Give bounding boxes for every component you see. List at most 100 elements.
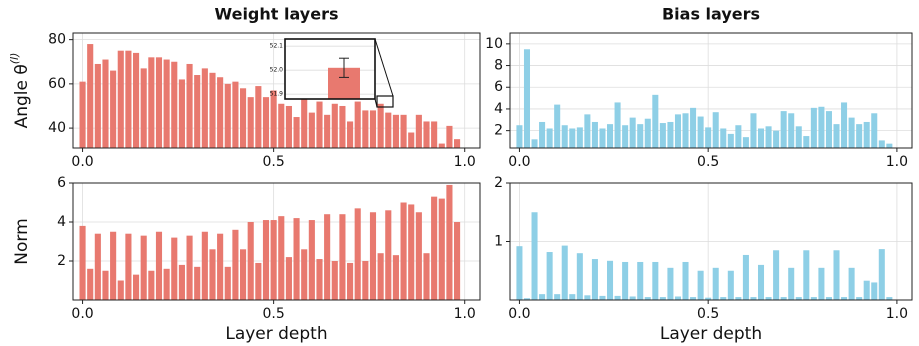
bar — [539, 294, 546, 300]
bar — [712, 112, 719, 148]
bar — [163, 268, 170, 300]
bar — [117, 50, 124, 148]
zoom-box — [376, 95, 394, 108]
bar — [125, 233, 132, 300]
bar — [523, 298, 531, 300]
bar — [209, 72, 216, 148]
bar — [622, 125, 629, 148]
bar — [324, 214, 331, 300]
y-axis-label-text: Norm — [12, 218, 32, 264]
bar — [720, 128, 727, 148]
bar — [308, 112, 315, 148]
y-tick-label: 2 — [494, 123, 503, 139]
bar — [454, 139, 461, 148]
bar — [735, 297, 742, 300]
bar — [546, 252, 553, 300]
y-tick-label: 4 — [57, 214, 66, 230]
bar — [531, 139, 538, 148]
bar — [339, 105, 346, 148]
bar — [561, 125, 568, 148]
bar — [171, 61, 178, 148]
bar — [644, 118, 651, 148]
bar — [742, 137, 749, 148]
axes-frame — [72, 182, 481, 301]
bar — [102, 59, 109, 148]
bar — [637, 124, 644, 148]
bar — [569, 294, 576, 300]
bar — [178, 264, 185, 300]
x-axis-label: Layer depth — [225, 324, 327, 344]
y-tick-label: 80 — [48, 32, 66, 48]
x-tick-label: 0.5 — [263, 154, 285, 170]
bar — [87, 268, 94, 300]
bar — [856, 297, 863, 300]
bar — [788, 267, 795, 300]
y-tick-label: 6 — [494, 79, 503, 95]
bar — [347, 262, 354, 300]
bar — [773, 130, 780, 148]
panel: 2 4 6 8 10 0.0 0.5 1.0 Bias layers — [485, 5, 913, 170]
bar — [79, 81, 86, 148]
bar — [810, 107, 817, 148]
bar — [576, 127, 583, 148]
bar — [224, 83, 231, 148]
y-tick-label: 4 — [494, 101, 503, 117]
bar — [576, 253, 583, 300]
bar — [674, 296, 681, 300]
bar — [848, 117, 855, 148]
panel-title: Bias layers — [662, 5, 760, 24]
bar — [377, 253, 384, 300]
bar — [415, 212, 422, 300]
bar — [599, 128, 606, 148]
bar — [825, 111, 832, 148]
bar — [347, 121, 354, 148]
bar — [878, 140, 885, 148]
bar — [622, 261, 629, 300]
bar — [629, 296, 636, 300]
bar — [247, 97, 254, 148]
inset-frame — [284, 38, 376, 100]
bar — [186, 63, 193, 148]
bar — [569, 128, 576, 148]
bar — [255, 262, 262, 300]
axes-frame — [509, 32, 913, 149]
bar — [607, 124, 614, 148]
bar — [531, 212, 538, 300]
bar — [705, 127, 712, 148]
bar — [697, 116, 704, 148]
bar — [285, 105, 292, 148]
bar — [94, 63, 101, 148]
bar — [886, 143, 893, 148]
bar — [591, 121, 598, 148]
y-axis-label: Angle θ(l) — [8, 53, 32, 129]
bar — [818, 267, 825, 300]
bar — [148, 57, 155, 149]
bar — [339, 214, 346, 300]
bar — [255, 86, 262, 148]
bar — [554, 294, 561, 300]
bar — [301, 99, 308, 148]
bar — [712, 267, 719, 300]
bar — [773, 250, 780, 300]
bar — [546, 128, 553, 148]
bar — [132, 274, 140, 300]
x-tick-label: 1.0 — [886, 306, 908, 322]
y-tick-label: 1 — [494, 234, 503, 250]
bar — [516, 246, 523, 300]
bar — [871, 113, 878, 148]
bar — [331, 261, 338, 300]
bar — [171, 237, 178, 300]
bar — [285, 257, 292, 300]
bar — [232, 229, 239, 300]
bar — [178, 79, 185, 148]
bar — [278, 103, 285, 148]
panel: 2 4 6 0.0 0.5 1.0 Layer depth Norm — [12, 175, 481, 344]
y-tick-label: 6 — [57, 175, 66, 191]
bar — [270, 90, 277, 148]
inset-tick-label: 52.0 — [270, 67, 284, 74]
x-tick-label: 0.5 — [697, 154, 719, 170]
bar — [788, 113, 795, 148]
bar — [841, 297, 848, 300]
bar — [217, 233, 224, 300]
